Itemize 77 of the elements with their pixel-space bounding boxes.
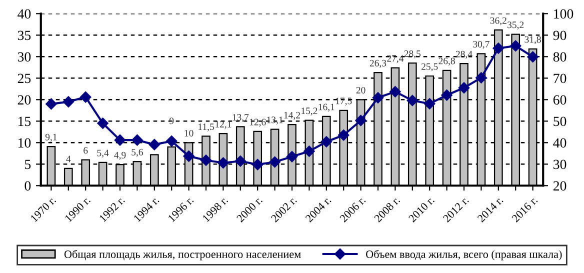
point (200, 154, 212, 166)
point (441, 90, 452, 101)
data-label: 12,1 (216, 120, 232, 129)
point (510, 40, 522, 52)
point (406, 94, 418, 106)
point (132, 134, 143, 146)
point (166, 136, 178, 147)
y2-tick-label: 100 (554, 9, 574, 19)
point (320, 136, 332, 148)
y-tick-label: 5 (25, 160, 31, 170)
data-label: 6 (84, 147, 88, 154)
data-label: 35,2 (508, 22, 524, 30)
point (492, 42, 504, 54)
y2-tick-label: 60 (553, 95, 566, 105)
data-label: 17,5 (336, 98, 352, 106)
data-label: 14,2 (284, 112, 300, 120)
data-label: 13,1 (267, 116, 283, 125)
y-tick-label: 0 (24, 181, 31, 191)
point (372, 92, 384, 104)
y-tick-label: 10 (18, 138, 31, 148)
data-label: 27,4 (387, 55, 404, 64)
data-label: 11,5 (198, 124, 214, 132)
data-label: 4,9 (114, 152, 126, 160)
legend-label: Общая площадь жилья, построенного населением (64, 250, 301, 260)
point (338, 130, 350, 141)
point (527, 51, 538, 62)
y2-tick-label: 30 (554, 160, 566, 170)
point (390, 86, 401, 98)
data-label: 10 (184, 130, 194, 136)
point (269, 156, 280, 168)
y2-tick-label: 80 (553, 52, 566, 62)
y2-tick-label: 70 (554, 74, 566, 84)
point (62, 96, 74, 108)
data-label: 15,2 (302, 108, 318, 116)
point (80, 91, 92, 103)
legend-label: Объем ввода жилья, всего (правая шкала) (366, 250, 562, 260)
point (46, 98, 57, 110)
data-label: 26,8 (438, 58, 455, 66)
data-label: 9,1 (45, 134, 57, 142)
y2-tick-label: 50 (554, 116, 566, 126)
point (148, 138, 160, 150)
data-label: 36,2 (490, 17, 506, 26)
data-label: 26,3 (370, 60, 386, 68)
point (97, 118, 108, 129)
point (218, 157, 229, 168)
y-tick-label: 20 (18, 95, 31, 105)
data-label: 12,6 (250, 118, 266, 127)
point (458, 82, 470, 94)
y2-tick-label: 90 (553, 30, 566, 40)
data-label: 28,4 (456, 50, 472, 59)
data-label: 31,8 (524, 36, 541, 44)
point (114, 134, 126, 146)
data-label: 30,7 (473, 40, 490, 49)
data-label: 13,7 (232, 114, 249, 122)
data-label: 25,5 (422, 63, 438, 72)
y-tick-label: 30 (18, 52, 31, 62)
point (183, 150, 194, 162)
point (252, 158, 264, 170)
point (476, 72, 487, 84)
data-label: 9 (169, 118, 174, 124)
data-label: 16,1 (318, 104, 334, 112)
y-tick-label: 40 (18, 9, 31, 19)
point (304, 146, 315, 157)
data-label: 5,4 (97, 150, 109, 158)
y-tick-label: 35 (18, 30, 31, 40)
point (355, 114, 366, 126)
y-tick-label: 15 (18, 116, 31, 126)
y2-tick-label: 20 (553, 181, 566, 191)
data-label: 5,6 (132, 148, 143, 157)
data-label: 28,5 (404, 50, 421, 58)
point (286, 151, 298, 162)
y-tick-label: 25 (18, 74, 31, 84)
point (424, 98, 436, 110)
point (234, 156, 246, 167)
y2-tick-label: 40 (553, 138, 566, 148)
data-label: 4 (66, 156, 71, 162)
data-label: 20 (356, 86, 366, 94)
